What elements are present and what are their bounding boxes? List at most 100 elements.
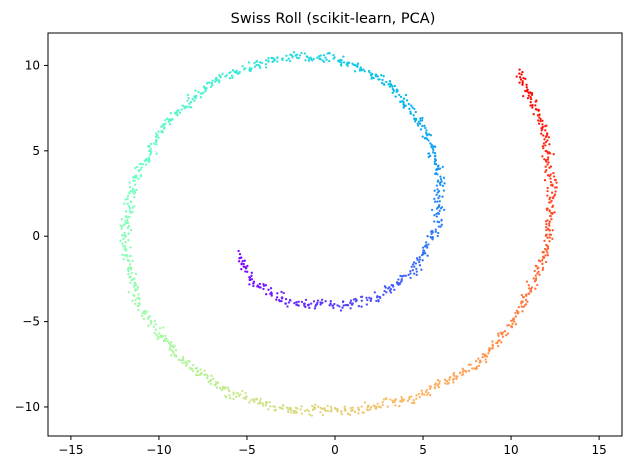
scatter-point [519, 78, 523, 81]
scatter-point [236, 392, 239, 395]
scatter-point [409, 112, 412, 115]
scatter-point [209, 382, 212, 386]
scatter-point [237, 394, 241, 398]
scatter-point [319, 57, 322, 60]
scatter-point [503, 330, 507, 333]
scatter-point [402, 101, 405, 104]
scatter-point [131, 190, 134, 193]
scatter-point [551, 212, 554, 215]
scatter-point [189, 100, 193, 104]
scatter-point [353, 70, 357, 73]
scatter-point [160, 335, 164, 339]
scatter-point [416, 124, 420, 127]
scatter-point [527, 94, 530, 97]
scatter-point [547, 222, 551, 225]
scatter-point [522, 76, 525, 80]
scatter-point [548, 196, 552, 199]
scatter-point [153, 331, 156, 335]
scatter-point [140, 314, 144, 317]
scatter-point [168, 122, 172, 126]
scatter-point [129, 190, 132, 193]
scatter-point [534, 104, 537, 107]
scatter-point [267, 288, 270, 291]
scatter-point [225, 396, 228, 399]
scatter-point [181, 361, 184, 365]
scatter-point [520, 73, 523, 76]
scatter-point [276, 56, 279, 59]
scatter-point [414, 110, 417, 114]
scatter-point [544, 260, 548, 264]
scatter-point [402, 106, 405, 109]
scatter-point [129, 275, 132, 279]
scatter-point [182, 355, 185, 359]
scatter-point [312, 57, 315, 61]
scatter-point [421, 246, 425, 249]
scatter-point [170, 354, 173, 357]
scatter-point [402, 398, 405, 401]
scatter-point [520, 293, 523, 297]
scatter-point [382, 75, 385, 78]
scatter-point [539, 119, 542, 123]
scatter-point [176, 109, 179, 113]
scatter-point [311, 408, 315, 412]
scatter-point [423, 249, 426, 253]
x-tick-label: −10 [146, 443, 171, 457]
scatter-point [417, 120, 421, 123]
scatter-point [412, 398, 415, 402]
scatter-point [137, 177, 140, 180]
scatter-point [439, 178, 443, 181]
scatter-point [418, 395, 421, 399]
scatter-point [360, 299, 363, 302]
scatter-point [127, 239, 130, 242]
scatter-point [344, 303, 347, 307]
scatter-point [521, 310, 524, 313]
scatter-point [133, 191, 137, 194]
scatter-point [137, 293, 140, 296]
scatter-point [297, 56, 300, 60]
scatter-point [215, 386, 219, 389]
scatter-point [365, 296, 368, 299]
scatter-point [142, 317, 146, 320]
scatter-point [552, 197, 555, 200]
scatter-point [367, 409, 370, 412]
scatter-point [520, 300, 524, 304]
scatter-point [544, 125, 547, 128]
scatter-point [298, 54, 302, 57]
scatter-point [288, 59, 292, 63]
scatter-point [194, 97, 197, 100]
scatter-point [528, 292, 531, 295]
scatter-point [135, 174, 138, 177]
scatter-point [130, 271, 133, 275]
x-tick-label: −15 [58, 443, 83, 457]
scatter-point [538, 113, 541, 116]
scatter-point [244, 267, 248, 270]
scatter-point [172, 350, 175, 353]
scatter-point [269, 287, 273, 290]
scatter-point [545, 223, 548, 226]
scatter-point [434, 145, 437, 148]
scatter-point [137, 169, 141, 173]
scatter-point [541, 119, 544, 122]
scatter-point [415, 397, 418, 400]
scatter-point [452, 377, 456, 380]
scatter-point [136, 286, 139, 289]
scatter-point [431, 235, 434, 239]
scatter-point [352, 63, 355, 66]
scatter-point [546, 139, 549, 142]
scatter-point [524, 77, 527, 81]
scatter-point [437, 225, 441, 228]
scatter-point [442, 208, 446, 212]
scatter-point [219, 76, 222, 79]
scatter-point [546, 251, 549, 254]
scatter-point [149, 322, 153, 325]
scatter-point [433, 386, 437, 390]
scatter-point [224, 75, 227, 78]
scatter-point [156, 337, 159, 341]
scatter-point [541, 266, 545, 270]
scatter-point [461, 367, 464, 370]
scatter-point [424, 243, 428, 247]
scatter-point [407, 102, 411, 106]
scatter-point [501, 335, 505, 338]
scatter-point [191, 97, 194, 101]
scatter-point [433, 197, 436, 201]
